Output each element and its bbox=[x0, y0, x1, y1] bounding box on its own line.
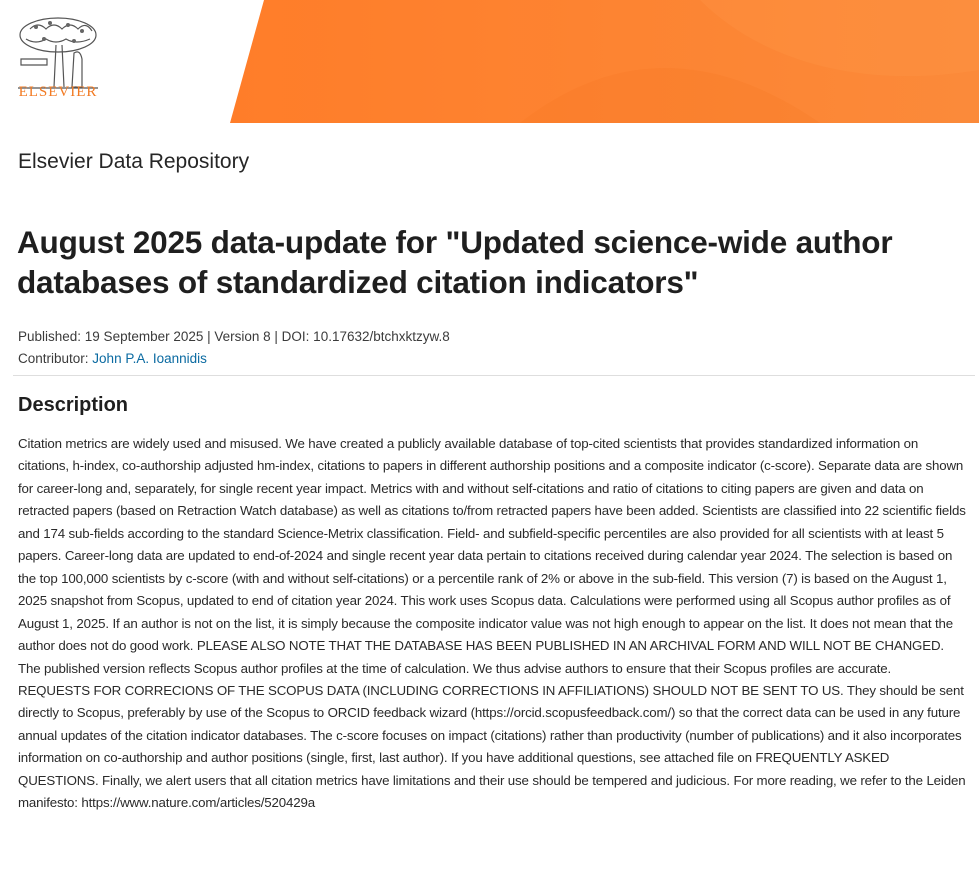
site-header: ELSEVIER bbox=[0, 0, 979, 123]
contributor-line: Contributor: John P.A. Ioannidis bbox=[18, 348, 450, 370]
tree-logo-icon bbox=[18, 17, 98, 89]
page-title: August 2025 data-update for "Updated sci… bbox=[17, 224, 893, 300]
orange-banner bbox=[230, 0, 979, 123]
repository-name: Elsevier Data Repository bbox=[18, 150, 250, 173]
divider bbox=[13, 375, 975, 376]
contributor-label: Contributor: bbox=[18, 351, 93, 366]
elsevier-wordmark: ELSEVIER bbox=[18, 84, 98, 100]
description-heading: Description bbox=[18, 394, 129, 416]
description-text: Citation metrics are widely used and mis… bbox=[18, 436, 966, 811]
contributor-link[interactable]: John P.A. Ioannidis bbox=[92, 351, 207, 366]
publication-info: Published: 19 September 2025 | Version 8… bbox=[18, 329, 450, 344]
dataset-meta: Published: 19 September 2025 | Version 8… bbox=[18, 326, 450, 370]
